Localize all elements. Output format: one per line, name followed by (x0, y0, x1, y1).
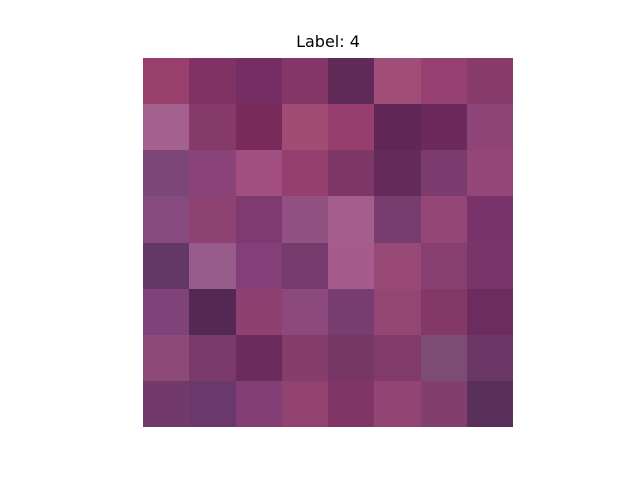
pixel-cell (328, 196, 375, 243)
pixel-cell (466, 334, 513, 381)
pixel-cell (143, 242, 190, 289)
pixel-cell (189, 196, 236, 243)
pixel-cell (420, 196, 467, 243)
pixel-cell (189, 334, 236, 381)
pixel-cell (235, 58, 282, 105)
pixel-cell (281, 288, 328, 335)
pixel-cell (235, 380, 282, 427)
pixel-cell (328, 150, 375, 197)
pixel-cell (281, 196, 328, 243)
pixel-cell (189, 104, 236, 151)
pixel-cell (281, 380, 328, 427)
pixel-cell (374, 242, 421, 289)
pixel-cell (143, 150, 190, 197)
pixel-cell (143, 380, 190, 427)
pixel-cell (374, 58, 421, 105)
pixel-cell (420, 380, 467, 427)
pixel-cell (235, 150, 282, 197)
pixel-cell (466, 104, 513, 151)
pixel-cell (281, 58, 328, 105)
pixel-cell (466, 288, 513, 335)
pixel-cell (328, 288, 375, 335)
pixel-cell (189, 380, 236, 427)
pixel-cell (189, 288, 236, 335)
pixel-cell (328, 242, 375, 289)
pixel-cell (374, 334, 421, 381)
pixel-cell (143, 288, 190, 335)
pixel-cell (235, 288, 282, 335)
pixel-cell (235, 104, 282, 151)
pixel-cell (143, 58, 190, 105)
pixel-cell (420, 242, 467, 289)
pixel-cell (281, 150, 328, 197)
pixel-cell (143, 196, 190, 243)
pixel-cell (189, 242, 236, 289)
pixel-cell (189, 150, 236, 197)
pixel-cell (466, 380, 513, 427)
pixel-cell (235, 334, 282, 381)
pixel-cell (466, 150, 513, 197)
pixel-cell (420, 334, 467, 381)
pixel-cell (328, 58, 375, 105)
pixel-cell (466, 196, 513, 243)
pixel-cell (374, 150, 421, 197)
pixel-cell (328, 104, 375, 151)
pixel-cell (466, 58, 513, 105)
pixel-cell (143, 334, 190, 381)
pixel-cell (328, 334, 375, 381)
pixel-cell (374, 288, 421, 335)
pixel-image (143, 58, 513, 427)
pixel-cell (466, 242, 513, 289)
pixel-cell (235, 242, 282, 289)
pixel-cell (143, 104, 190, 151)
pixel-cell (281, 242, 328, 289)
pixel-cell (374, 380, 421, 427)
pixel-cell (328, 380, 375, 427)
pixel-cell (189, 58, 236, 105)
pixel-cell (374, 196, 421, 243)
pixel-cell (420, 288, 467, 335)
pixel-cell (281, 334, 328, 381)
pixel-cell (420, 104, 467, 151)
pixel-cell (420, 150, 467, 197)
pixel-cell (235, 196, 282, 243)
pixel-cell (420, 58, 467, 105)
pixel-cell (374, 104, 421, 151)
pixel-cell (281, 104, 328, 151)
image-title: Label: 4 (296, 32, 360, 51)
